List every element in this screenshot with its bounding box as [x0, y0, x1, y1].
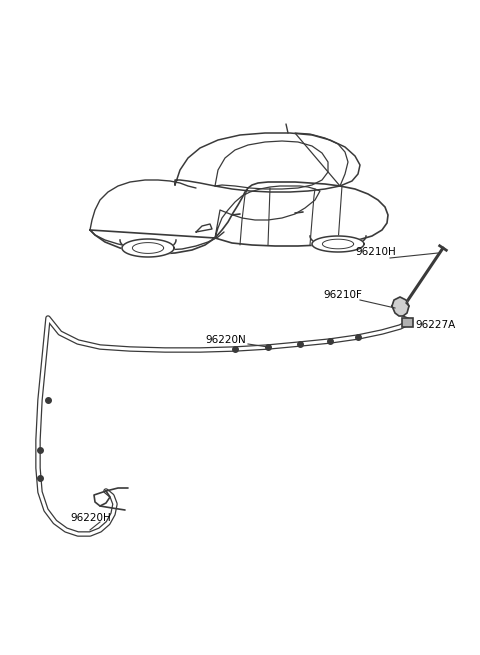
Polygon shape [122, 239, 174, 257]
Polygon shape [312, 236, 364, 252]
Text: 96227A: 96227A [415, 320, 455, 330]
FancyBboxPatch shape [402, 318, 413, 327]
Text: 96210F: 96210F [323, 290, 362, 300]
Text: 96220N: 96220N [205, 335, 246, 345]
Polygon shape [392, 297, 409, 316]
Text: 96210H: 96210H [355, 247, 396, 257]
Text: 96220H: 96220H [70, 513, 111, 523]
